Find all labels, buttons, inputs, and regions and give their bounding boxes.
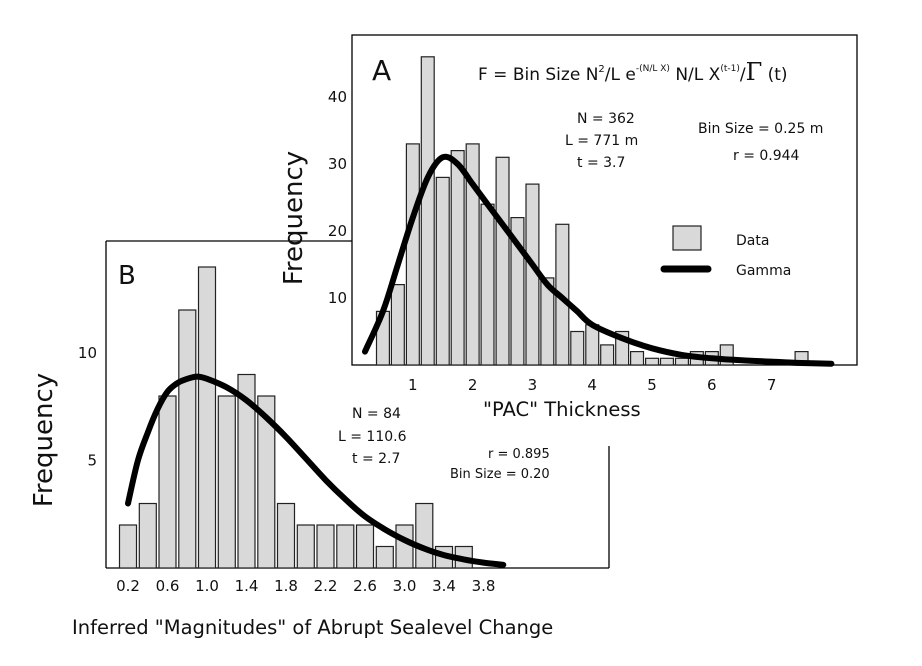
x-tick-label: 3.0 [393,577,417,595]
x-tick-label: 7 [767,376,777,394]
panel-a-bin-size: Bin Size = 0.25 m [698,121,823,137]
panel-a-stat-l: L = 771 m [565,133,638,149]
panel-b-stat-n: N = 84 [352,406,401,422]
y-tick-label: 5 [87,452,97,470]
y-tick-label: 40 [328,88,347,106]
y-tick-label: 10 [78,344,97,362]
x-tick-label: 1 [408,376,418,394]
histogram-bar [644,357,660,366]
panel-b-ylabel: Frequency [29,373,59,507]
histogram-bar [375,545,394,569]
panel-b-ticks: 0.2 0.6 1.0 1.4 1.8 2.2 2.6 3.0 3.4 3.8 5 10 [78,344,496,595]
histogram-bar [495,156,510,366]
x-tick-label: 3 [528,376,538,394]
histogram-bar [570,330,585,366]
panel-a-ticks: 1 2 3 4 5 6 7 10 20 30 40 [328,88,776,394]
histogram-bar [480,203,495,366]
x-tick-label: 2 [468,376,478,394]
y-tick-label: 30 [328,155,347,173]
panel-b-stat-t: t = 2.7 [352,451,400,467]
panel-b-r: r = 0.895 [488,447,550,462]
histogram-bar [355,524,375,569]
histogram-bar [217,395,236,569]
x-tick-label: 6 [707,376,717,394]
legend: Data Gamma [660,225,791,279]
panel-a-letter: A [372,54,391,87]
histogram-bar [336,524,355,569]
histogram-bar [450,150,465,366]
x-tick-label: 1.4 [235,577,259,595]
histogram-bar [197,266,217,569]
panel-a-xlabel: "PAC" Thickness [483,398,641,421]
histogram-bar [178,309,197,569]
panel-a-stat-n: N = 362 [577,111,635,127]
panel-a-gamma-curve [362,153,835,367]
legend-data-swatch [672,225,702,251]
panel-a: A F = Bin Size N2/L e-(N/L X) N/L X(t-1)… [279,34,858,421]
histogram-bar [585,324,600,366]
histogram-bar [405,143,420,366]
panel-a-formula: F = Bin Size N2/L e-(N/L X) N/L X(t-1)/Γ… [478,58,788,86]
histogram-bar [674,357,689,366]
histogram-bar [395,524,414,569]
x-tick-label: 1.8 [274,577,298,595]
histogram-bar [659,357,674,366]
histogram-bar [415,502,434,569]
x-tick-label: 1.0 [195,577,219,595]
panel-b-bin-size: Bin Size = 0.20 [450,467,550,482]
histogram-bar [237,373,256,569]
histogram-bar [158,395,177,569]
x-tick-label: 2.2 [314,577,338,595]
panel-a-ylabel: Frequency [279,151,309,285]
panel-b-letter: B [118,261,136,291]
histogram-bar [390,284,405,366]
x-tick-label: 2.6 [353,577,377,595]
histogram-bar [138,502,157,569]
histogram-bar [465,143,480,366]
legend-data-label: Data [736,233,769,249]
histogram-bar [276,502,296,569]
histogram-bar [435,176,450,366]
legend-gamma-label: Gamma [736,263,791,279]
histogram-bar [257,395,276,569]
y-tick-label: 10 [328,289,347,307]
panel-b-stat-l: L = 110.6 [338,429,407,445]
x-tick-label: 0.2 [116,577,140,595]
histogram-bar [296,524,315,569]
x-tick-label: 3.8 [472,577,496,595]
x-tick-label: 4 [587,376,597,394]
histogram-bar [118,524,138,569]
x-tick-label: 5 [647,376,657,394]
panel-a-bars [375,56,809,366]
histogram-bar [629,351,645,366]
panel-a-r: r = 0.944 [733,148,800,164]
histogram-bar [540,277,555,366]
x-tick-label: 0.6 [156,577,180,595]
x-tick-label: 3.4 [432,577,456,595]
panel-b-xlabel: Inferred "Magnitudes" of Abrupt Sealevel… [72,616,553,639]
histogram-bar [510,217,525,366]
panel-b-gamma-curve [125,373,507,568]
histogram-bar [316,524,335,569]
panel-a-stat-t: t = 3.7 [577,155,625,171]
panel-b-bars [118,266,473,569]
histogram-bar [420,56,435,366]
histogram-bar [600,344,615,366]
y-tick-label: 20 [328,222,347,240]
